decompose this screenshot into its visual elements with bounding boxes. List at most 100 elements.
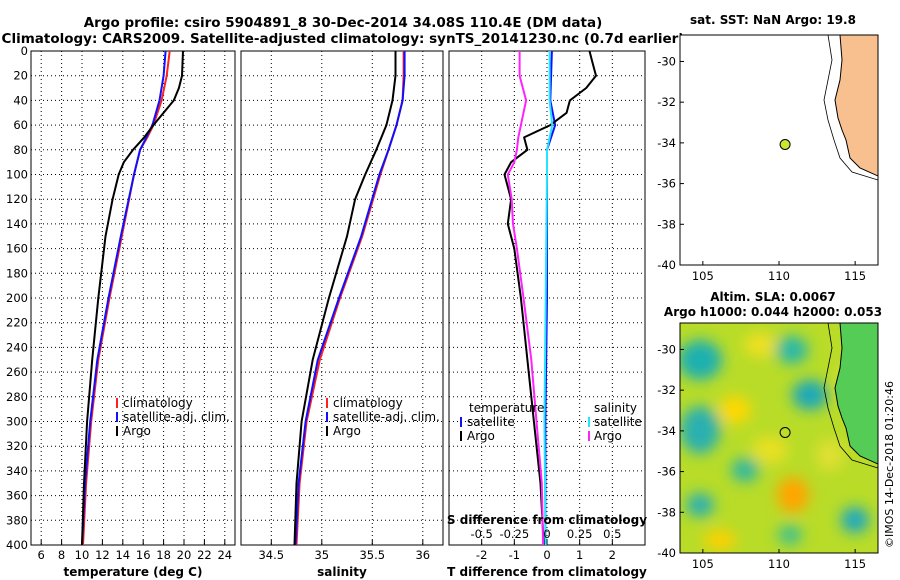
depth-tick-label: 220 xyxy=(6,316,28,330)
temperature-xtick-label: 20 xyxy=(177,548,192,562)
depth-tick-label: 80 xyxy=(13,143,28,157)
sla-blob xyxy=(744,333,776,357)
sst-map-argo-position-marker xyxy=(779,139,791,151)
temperature-xlabel: temperature (deg C) xyxy=(64,565,203,579)
salinity-panel: 34.5 35 35.5 36 salinity climatologysatellite… xyxy=(240,50,444,579)
sst-map-shelf-contour xyxy=(823,35,878,181)
depth-tick-label: 140 xyxy=(6,217,28,231)
sla-blob xyxy=(719,396,751,424)
salinity-diff-axis-label: S difference from climatology xyxy=(447,513,647,527)
difference-series-t-argo xyxy=(503,50,597,546)
temperature-xtick-label: 8 xyxy=(58,548,65,562)
salinity-xtick-label: 34.5 xyxy=(258,548,284,562)
sla-map-lon-label: 105 xyxy=(692,557,714,571)
depth-tick-label: 340 xyxy=(6,464,28,478)
difference-panel: -2 -1 0 1 2 T difference from climatology -0.5… xyxy=(447,50,647,579)
difference-xtick-label: -1 xyxy=(509,548,520,562)
sla-map-lat-label: -34 xyxy=(657,424,676,438)
difference-series-s-satellite xyxy=(543,51,554,546)
figure-title-line-1: Argo profile: csiro 5904891_8 30-Dec-201… xyxy=(84,15,603,31)
sla-blob xyxy=(778,525,802,545)
sst-map-lon-label: 115 xyxy=(844,269,866,283)
diff-legend-label-salinity: Argo xyxy=(594,429,622,443)
footer-credit: ©IMOS 14-Dec-2018 01:20:46 xyxy=(883,381,896,548)
depth-tick-label: 160 xyxy=(6,242,28,256)
temperature-xtick-label: 24 xyxy=(217,548,232,562)
sst-map-lon-label: 105 xyxy=(692,269,714,283)
sla-map-lon-label: 110 xyxy=(768,557,790,571)
salinity-xlabel: salinity xyxy=(317,565,367,579)
sst-map-lat-label: -38 xyxy=(657,217,676,231)
sla-blob xyxy=(704,530,736,550)
depth-tick-label: 0 xyxy=(21,44,28,58)
temperature-legend-label: Argo xyxy=(123,424,151,438)
sst-map-lat-label: -34 xyxy=(657,136,676,150)
sst-map-lat-label: -30 xyxy=(657,54,676,68)
sla-map-land xyxy=(834,323,878,465)
salinity-diff-tick-label: 0 xyxy=(543,527,550,541)
depth-tick-label: 200 xyxy=(6,291,28,305)
depth-tick-label: 300 xyxy=(6,415,28,429)
salinity-diff-tick-label: 0.25 xyxy=(567,527,593,541)
depth-tick-label: 60 xyxy=(13,118,28,132)
sla-blob xyxy=(752,436,788,464)
sst-map-title: sat. SST: NaN Argo: 19.8 xyxy=(690,13,856,27)
depth-tick-label: 20 xyxy=(13,69,28,83)
sst-map-lat-label: -40 xyxy=(657,258,676,272)
figure-title-line-2: Climatology: CARS2009. Satellite-adjuste… xyxy=(2,31,685,47)
salinity-series-satellite-adj-clim- xyxy=(294,51,406,546)
sla-map-title-line-1: Altim. SLA: 0.0067 xyxy=(710,290,836,304)
temperature-plot-frame xyxy=(30,50,236,546)
difference-xtick-label: 2 xyxy=(609,548,616,562)
sst-map-land xyxy=(834,35,878,177)
salinity-diff-tick-label: -0.25 xyxy=(499,527,529,541)
sla-map-lat-label: -36 xyxy=(657,465,676,479)
salinity-legend-label: Argo xyxy=(333,424,361,438)
sst-map-lon-label: 110 xyxy=(768,269,790,283)
temperature-legend-label: satellite-adj. clim. xyxy=(123,410,230,424)
difference-xtick-label: 0 xyxy=(543,548,550,562)
depth-tick-label: 100 xyxy=(6,168,28,182)
depth-tick-label: 400 xyxy=(6,538,28,552)
temperature-xtick-label: 22 xyxy=(197,548,212,562)
sla-blob xyxy=(680,340,722,380)
sla-map-lat-label: -30 xyxy=(657,342,676,356)
salinity-xtick-label: 35 xyxy=(314,548,329,562)
sla-map-title-line-2: Argo h1000: 0.044 h2000: 0.053 xyxy=(664,305,882,319)
depth-tick-label: 120 xyxy=(6,192,28,206)
sla-blob xyxy=(776,336,808,364)
difference-xlabel: T difference from climatology xyxy=(447,565,647,579)
temperature-series-satellite-adj-clim- xyxy=(81,50,167,546)
diff-legend-label-salinity: satellite xyxy=(594,415,642,429)
depth-tick-label: 360 xyxy=(6,489,28,503)
sla-blob xyxy=(792,380,828,410)
temperature-panel: 6 8 10 12 14 16 18 20 22 24 temperature (deg C) 0 20… xyxy=(6,44,236,579)
temperature-xtick-label: 16 xyxy=(136,548,151,562)
sla-blob xyxy=(816,439,844,471)
salinity-diff-tick-label: 0.5 xyxy=(603,527,621,541)
depth-tick-label: 280 xyxy=(6,390,28,404)
depth-tick-label: 320 xyxy=(6,439,28,453)
sla-blob xyxy=(680,406,720,454)
temperature-xtick-label: 18 xyxy=(156,548,171,562)
salinity-diff-tick-label: -0.5 xyxy=(470,527,492,541)
salinity-legend-label: climatology xyxy=(333,396,403,410)
temperature-legend-label: climatology xyxy=(123,396,193,410)
salinity-xtick-label: 36 xyxy=(415,548,430,562)
temperature-xtick-label: 14 xyxy=(115,548,130,562)
temperature-xtick-label: 6 xyxy=(38,548,45,562)
sla-map-lon-label: 115 xyxy=(844,557,866,571)
diff-legend-label-temperature: satellite xyxy=(467,415,515,429)
sla-map-lat-label: -32 xyxy=(657,383,676,397)
sla-blob xyxy=(731,458,759,482)
sla-blob xyxy=(841,507,869,533)
salinity-xtick-label: 35.5 xyxy=(359,548,385,562)
sst-map-lat-label: -36 xyxy=(657,177,676,191)
difference-series-s-argo xyxy=(506,51,545,546)
depth-tick-label: 40 xyxy=(13,93,28,107)
depth-tick-label: 260 xyxy=(6,365,28,379)
sla-map-lat-label: -38 xyxy=(657,505,676,519)
sla-map-argo-position-marker xyxy=(779,427,791,439)
salinity-legend-label: satellite-adj. clim. xyxy=(333,410,440,424)
